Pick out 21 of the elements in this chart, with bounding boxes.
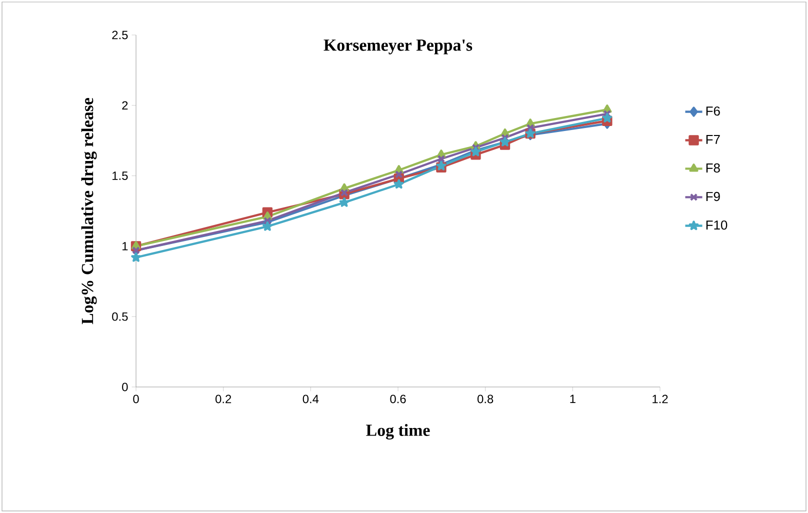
- y-axis-title: Log% Cumulative drug release: [81, 98, 97, 324]
- legend-label: F7: [706, 135, 720, 144]
- y-tick-label: 0.5: [112, 312, 128, 321]
- x-tick-label: 1: [570, 394, 576, 403]
- y-tick-label: 1.5: [112, 172, 128, 180]
- x-tick-label: 1.2: [652, 394, 668, 404]
- legend-label: F6: [706, 106, 720, 116]
- legend-label: F9: [706, 192, 720, 202]
- x-tick-label: 0.6: [390, 394, 406, 404]
- legend-label: F10: [706, 220, 728, 230]
- y-tick-label: 1: [122, 242, 128, 250]
- y-tick-label: 0: [122, 382, 128, 392]
- y-tick-label: 2: [122, 101, 128, 110]
- x-tick-label: 0.4: [302, 394, 319, 404]
- x-tick-label: 0.2: [216, 394, 232, 404]
- y-tick-label: 2.5: [112, 30, 128, 40]
- legend-label: F8: [706, 163, 720, 173]
- x-tick-label: 0.8: [478, 394, 494, 404]
- x-axis-title: Log time: [366, 424, 430, 440]
- x-tick-label: 0: [133, 394, 139, 404]
- chart-title: Korsemeyer Peppa's: [324, 40, 472, 54]
